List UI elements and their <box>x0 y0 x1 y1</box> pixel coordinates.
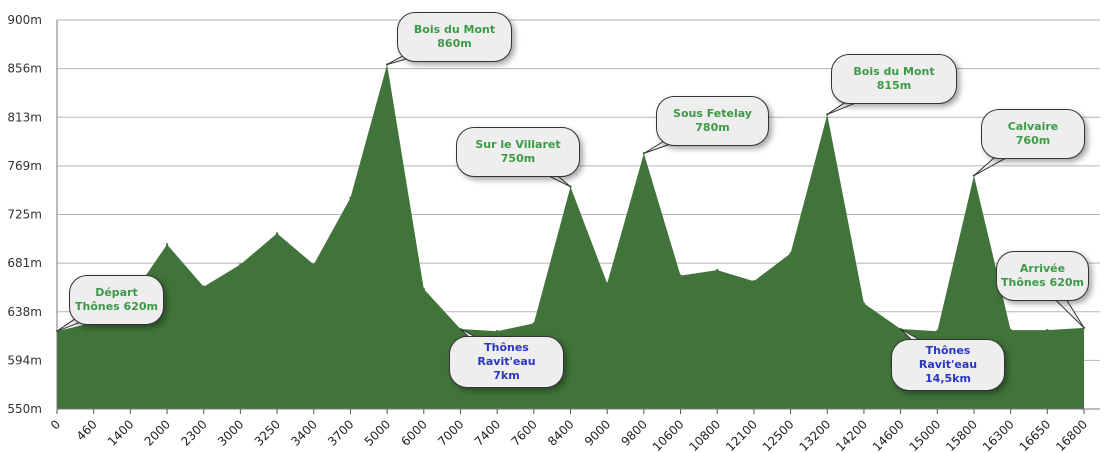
elevation-area-path <box>57 64 1084 410</box>
x-tick-label: 12100 <box>723 417 760 453</box>
callout-box: Arrivée Thônes 620m <box>996 251 1089 301</box>
y-tick-label: 638m <box>7 305 42 319</box>
elevation-point <box>679 274 682 277</box>
y-tick-label: 900m <box>7 13 42 27</box>
y-tick-label: 769m <box>7 159 42 173</box>
callout-line: 780m <box>695 121 730 134</box>
x-tick-label: 14600 <box>870 417 907 453</box>
callout-box: Bois du Mont 860m <box>397 12 512 62</box>
callout-line: Thônes <box>484 341 529 354</box>
callout-line: Arrivée <box>1019 262 1066 275</box>
elevation-point <box>789 252 792 255</box>
x-tick-label: 7600 <box>508 417 539 448</box>
x-tick-label: 9000 <box>582 417 613 448</box>
x-tick-label: 8400 <box>545 417 576 448</box>
elevation-point <box>349 196 352 200</box>
elevation-point <box>532 322 536 325</box>
callout-line: Bois du Mont <box>853 65 935 78</box>
callout-line: Thônes <box>925 344 971 357</box>
callout-line: 7km <box>493 369 520 382</box>
x-tick-label: 7400 <box>472 417 503 448</box>
callout-line: Ravit'eau <box>477 355 536 368</box>
elevation-point <box>495 330 499 333</box>
callout-box: Départ Thônes 620m <box>69 275 164 325</box>
callout-line: Thônes 620m <box>75 300 158 313</box>
x-tick-label: 1400 <box>105 417 136 448</box>
x-tick-label: 3400 <box>288 417 319 448</box>
callout-line: Sous Fetelay <box>673 107 752 120</box>
elevation-point <box>312 263 315 266</box>
callout-box: Calvaire 760m <box>981 109 1085 159</box>
elevation-point <box>752 279 756 283</box>
x-tick-label: 10600 <box>650 417 687 453</box>
x-tick-label: 15800 <box>943 417 980 453</box>
callout-line: 760m <box>1015 134 1051 147</box>
callout-line: Bois du Mont <box>413 23 496 36</box>
elevation-point <box>936 330 939 333</box>
x-tick-label: 3700 <box>325 417 356 448</box>
x-tick-label: 14200 <box>833 417 870 453</box>
x-tick-label: 13200 <box>796 417 833 453</box>
x-tick-labels: 0 460 1400 2000 2300 3000 3250 3400 3700 5000 6000… <box>48 417 1090 453</box>
elevation-point <box>165 243 169 246</box>
elevation-point <box>716 268 719 272</box>
callout-line: Sur le Villaret <box>475 138 561 151</box>
x-tick-label: 15000 <box>907 417 944 453</box>
callout-box: Bois du Mont 815m <box>831 54 957 104</box>
callout-line: 860m <box>437 37 472 50</box>
callout-line: 14,5km <box>925 372 971 385</box>
x-tick-label: 12500 <box>760 417 797 453</box>
x-tick-label: 3000 <box>215 417 246 448</box>
x-tick-label: 2000 <box>142 417 173 448</box>
callout-line: Thônes 620m <box>1001 276 1084 289</box>
callout-line: 750m <box>500 152 536 165</box>
x-tick-label: 3250 <box>252 417 283 448</box>
x-tick-label: 7000 <box>435 417 466 448</box>
axes <box>56 20 1100 414</box>
callout-box: Sur le Villaret 750m <box>456 127 580 177</box>
elevation-point <box>605 282 609 285</box>
y-tick-label: 594m <box>7 353 42 367</box>
elevation-point <box>422 287 425 291</box>
y-tick-label: 813m <box>7 110 42 124</box>
callout-box: Thônes Ravit'eau 7km <box>449 336 564 388</box>
elevation-point <box>1046 328 1049 332</box>
y-tick-labels: 550m 594m 638m 681m 725m 769m 813m 856m 900m <box>7 13 42 416</box>
elevation-point <box>202 285 205 288</box>
y-tick-label: 856m <box>7 62 42 76</box>
y-tick-label: 550m <box>7 402 42 416</box>
x-tick-label: 460 <box>74 417 100 443</box>
y-tick-label: 725m <box>7 208 42 222</box>
x-tick-label: 10800 <box>686 417 723 453</box>
x-tick-label: 2300 <box>178 417 209 448</box>
elevation-point <box>275 232 279 235</box>
y-tick-label: 681m <box>7 256 42 270</box>
elevation-point <box>239 263 242 266</box>
x-tick-label: 16650 <box>1017 417 1054 453</box>
callout-box: Sous Fetelay 780m <box>656 96 769 146</box>
elevation-point <box>1009 328 1012 332</box>
x-tick-label: 16300 <box>980 417 1017 453</box>
callout-box: Thônes Ravit'eau 14,5km <box>891 339 1005 391</box>
callout-line: 815m <box>876 79 912 92</box>
elevation-point <box>862 302 866 305</box>
callout-line: Ravit'eau <box>918 358 978 371</box>
x-tick-label: 6000 <box>398 417 429 448</box>
x-tick-label: 5000 <box>362 417 393 448</box>
x-tick-label: 0 <box>48 417 63 432</box>
callout-line: Calvaire <box>1007 120 1059 133</box>
x-tick-label: 9800 <box>618 417 649 448</box>
x-tick-label: 16800 <box>1053 417 1090 453</box>
callout-line: Départ <box>95 286 138 299</box>
